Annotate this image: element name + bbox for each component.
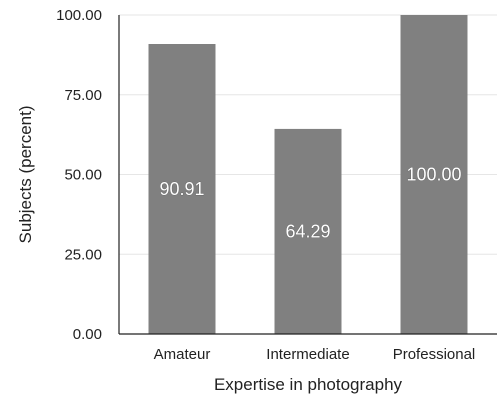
x-tick-label: Intermediate: [266, 346, 349, 363]
bar: [400, 15, 468, 334]
y-tick-label: 50.00: [64, 167, 102, 184]
bars: [148, 15, 468, 334]
axes: [118, 15, 497, 335]
y-tick-label: 75.00: [64, 87, 102, 104]
bar: [148, 43, 216, 334]
y-tick-label: 25.00: [64, 246, 102, 263]
data-label: 64.29: [285, 221, 330, 241]
y-tick-label: 0.00: [73, 326, 102, 343]
data-label: 90.91: [159, 179, 204, 199]
y-tick-labels: 0.00 25.00 50.00 75.00 100.00: [56, 7, 102, 343]
bar: [274, 128, 342, 334]
x-tick-labels: Amateur Intermediate Professional: [154, 346, 476, 363]
y-axis-title: Subjects (percent): [16, 106, 35, 244]
y-tick-label: 100.00: [56, 7, 102, 24]
x-tick-label: Amateur: [154, 346, 211, 363]
x-axis-title: Expertise in photography: [214, 375, 403, 394]
data-label: 100.00: [406, 165, 461, 185]
data-labels: 90.91 64.29 100.00: [159, 164, 462, 242]
x-tick-label: Professional: [393, 346, 476, 363]
